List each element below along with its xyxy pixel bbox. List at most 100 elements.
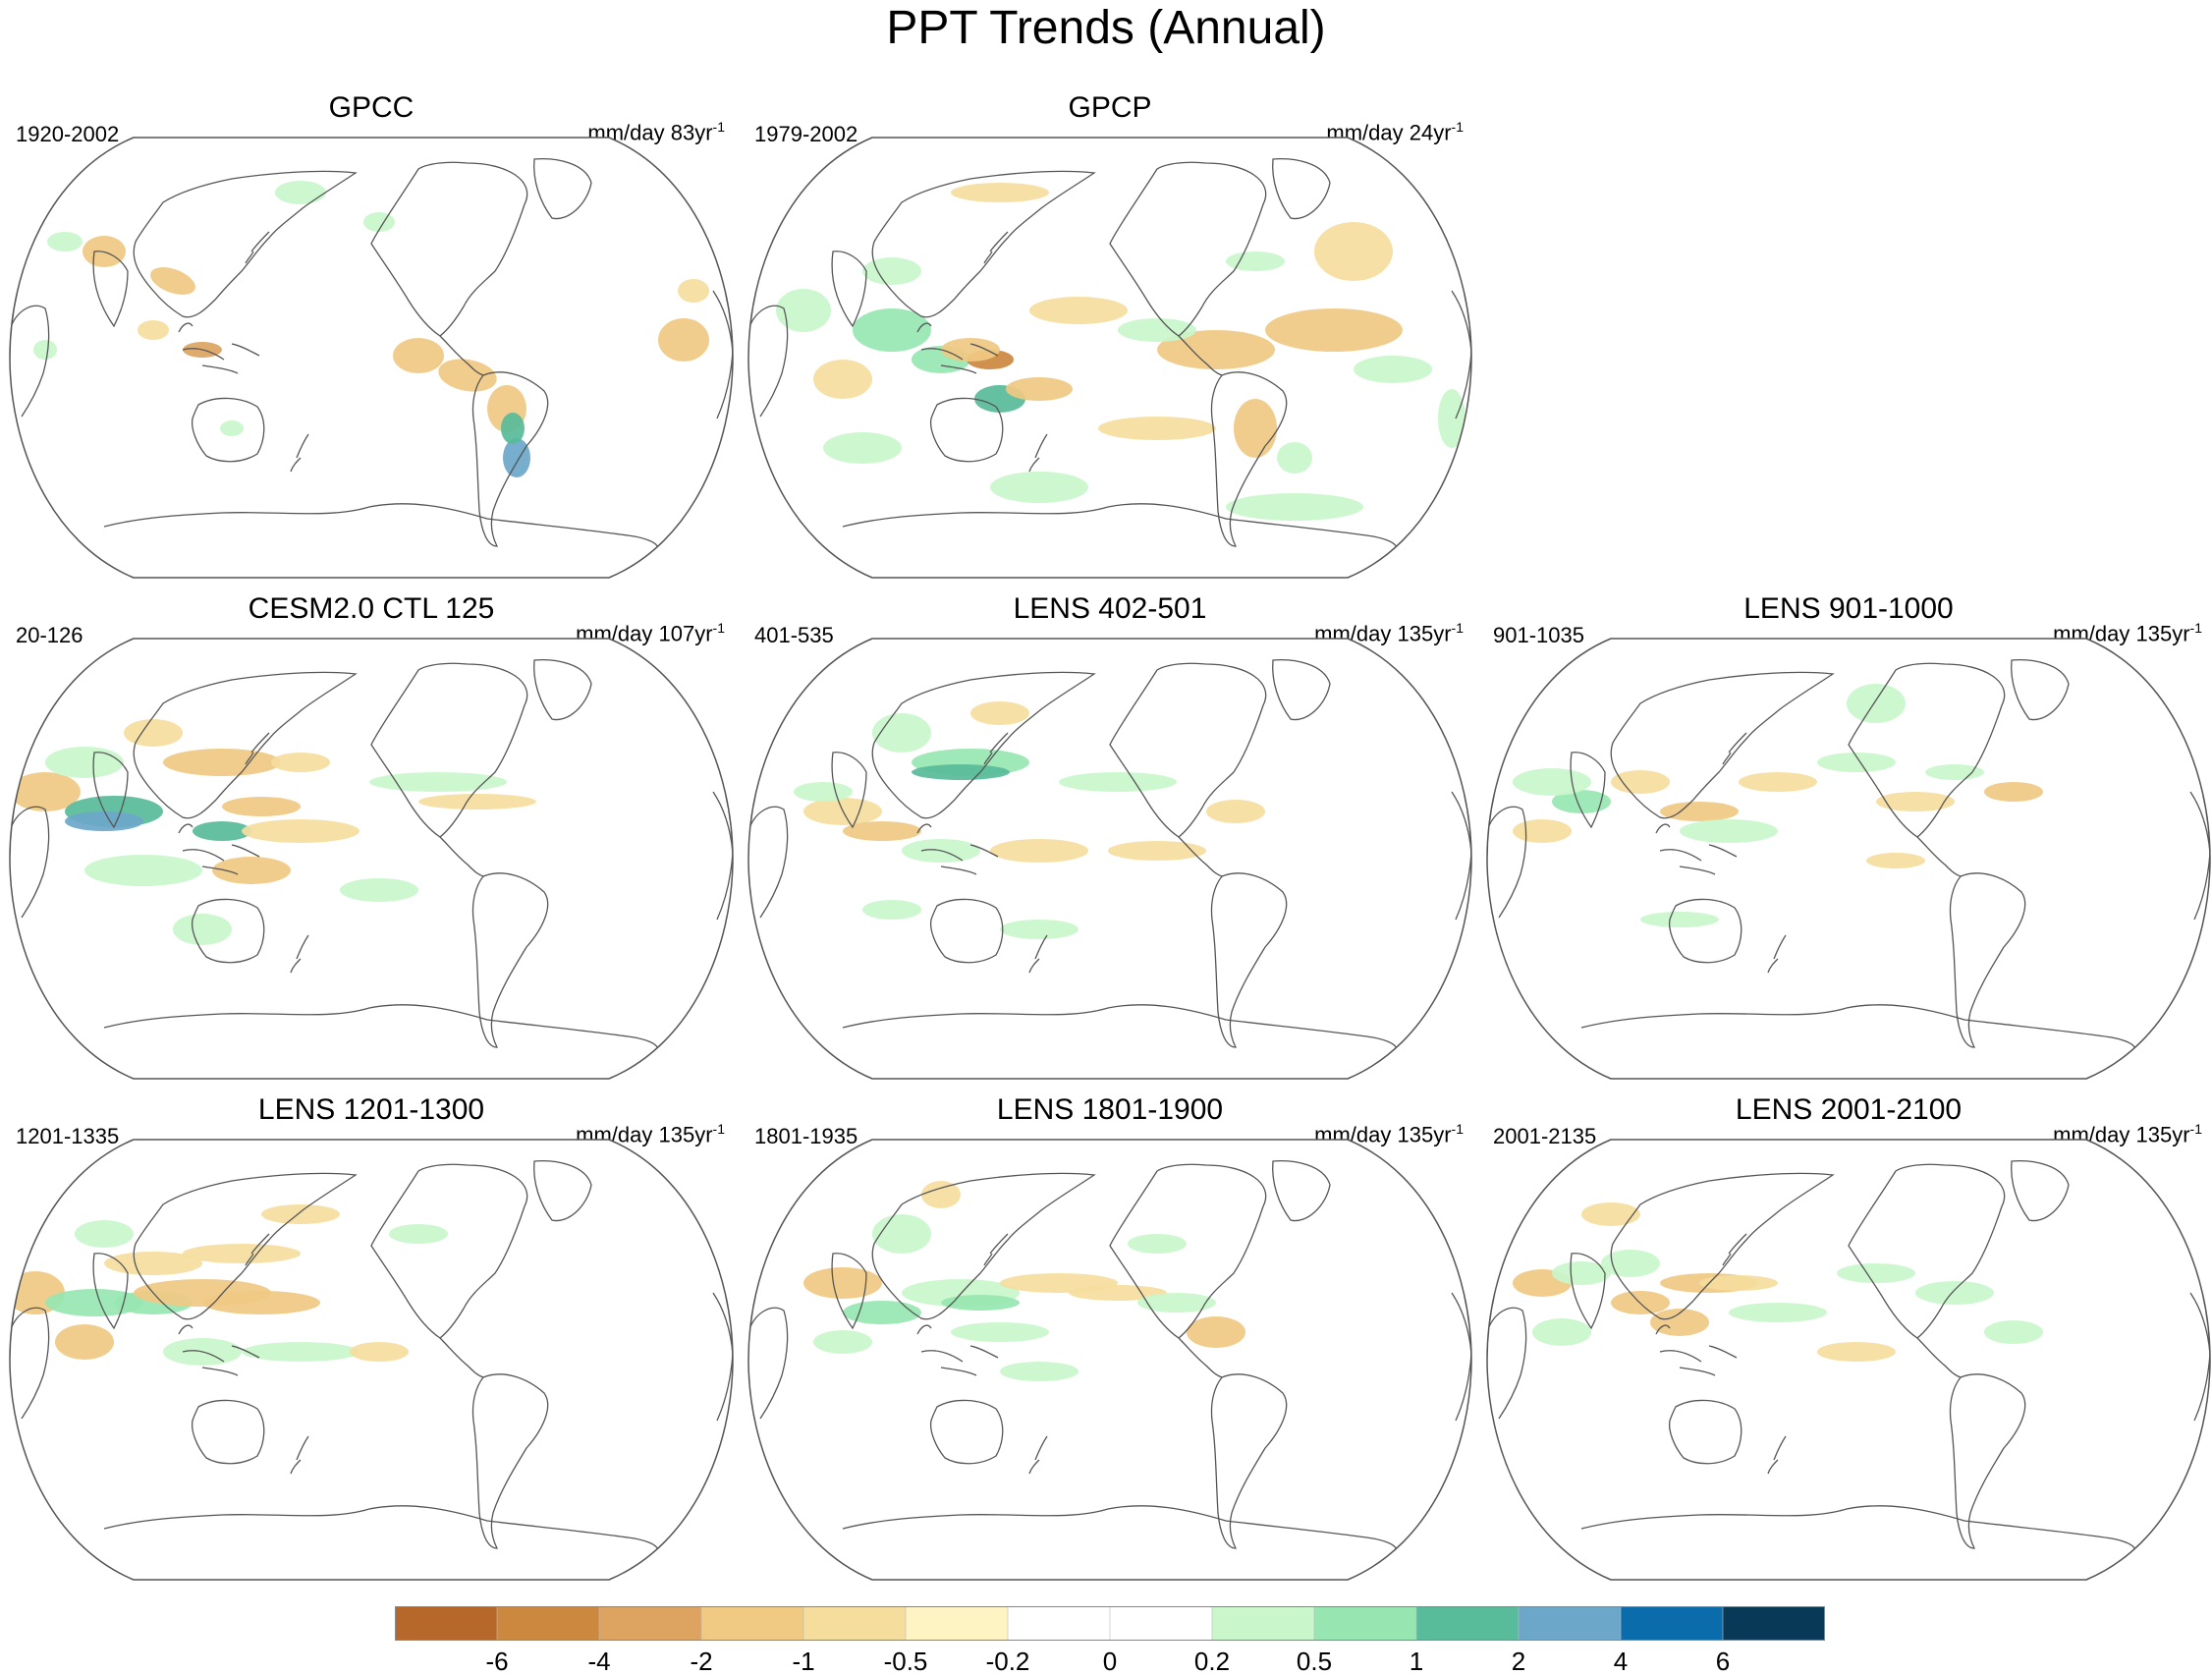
map-background xyxy=(748,138,1471,578)
anomaly-patch xyxy=(843,1301,921,1324)
coastline xyxy=(10,791,733,921)
anomaly-patch xyxy=(1128,1234,1187,1254)
colorbar-swatch xyxy=(802,1606,907,1641)
coastline xyxy=(10,290,733,419)
coastline xyxy=(1580,1505,2136,1559)
coastline xyxy=(10,1292,733,1422)
coastline xyxy=(245,231,270,264)
anomaly-patch xyxy=(138,320,169,340)
anomaly-patch xyxy=(1817,753,1896,772)
panel-period: 2001-2135 xyxy=(1493,1124,1597,1148)
coastline xyxy=(1655,823,1738,875)
anomaly-patch xyxy=(275,181,326,204)
anomaly-field xyxy=(803,1181,1245,1381)
anomaly-patch xyxy=(503,438,530,477)
coastline xyxy=(1610,1172,1835,1320)
coastline xyxy=(1028,1435,1048,1475)
anomaly-patch xyxy=(55,1324,114,1360)
anomaly-field xyxy=(1513,684,2043,927)
anomaly-patch xyxy=(941,338,1000,362)
anomaly-patch xyxy=(45,1289,143,1316)
anomaly-patch xyxy=(1314,222,1393,281)
anomaly-patch xyxy=(862,257,921,285)
coastline xyxy=(842,1505,1398,1559)
colorbar-swatch xyxy=(1313,1606,1417,1641)
anomaly-patch xyxy=(163,749,281,776)
anomaly-patch xyxy=(1118,318,1196,342)
map-panel-lens-1801-1900: LENS 1801-1900 1801-1935 mm/day 135yr-1 xyxy=(745,1092,1475,1584)
anomaly-patch xyxy=(222,797,301,816)
anomaly-patch xyxy=(389,1224,448,1244)
panel-period: 1979-2002 xyxy=(754,122,858,146)
world-map xyxy=(1486,638,2211,1080)
anomaly-field xyxy=(10,1204,448,1366)
world-map xyxy=(9,1139,734,1581)
coastline xyxy=(103,503,659,557)
anomaly-patch xyxy=(242,1342,359,1362)
coastline xyxy=(471,1373,549,1549)
panel-units: mm/day 107yr-1 xyxy=(576,620,725,646)
anomaly-patch xyxy=(1513,819,1572,843)
panel-period: 1801-1935 xyxy=(754,1124,858,1148)
anomaly-patch xyxy=(340,878,418,902)
coastline xyxy=(929,898,1004,964)
anomaly-patch xyxy=(1837,1263,1915,1283)
anomaly-patch xyxy=(1699,1275,1778,1291)
anomaly-patch xyxy=(438,359,497,392)
coastline xyxy=(290,934,309,974)
anomaly-patch xyxy=(1847,684,1906,723)
coastline xyxy=(290,433,309,473)
colorbar-swatch xyxy=(1620,1606,1724,1641)
anomaly-patch xyxy=(1059,772,1177,792)
coastline xyxy=(1487,791,2210,921)
anomaly-patch xyxy=(1098,417,1216,440)
anomaly-patch xyxy=(1006,377,1073,401)
anomaly-patch xyxy=(776,289,831,332)
anomaly-field xyxy=(794,701,1265,939)
coastline xyxy=(871,671,1096,819)
coastline xyxy=(439,335,484,376)
coastline xyxy=(1722,732,1747,765)
panel-title: LENS 2001-2100 xyxy=(1735,1093,1963,1126)
anomaly-patch xyxy=(242,819,359,843)
colorbar-tick-label: 6 xyxy=(1715,1647,1731,1676)
coastline xyxy=(290,1435,309,1475)
anomaly-patch xyxy=(1234,399,1277,458)
map-panel-lens-901-1000: LENS 901-1000 901-1035 mm/day 135yr-1 xyxy=(1483,591,2212,1083)
anomaly-patch xyxy=(1640,912,1719,927)
panel-period: 401-535 xyxy=(754,623,834,647)
anomaly-patch xyxy=(1984,1320,2043,1344)
coastline xyxy=(533,658,592,721)
coastline xyxy=(831,251,867,328)
coastline xyxy=(1109,662,1267,838)
map-background xyxy=(1487,639,2210,1079)
coastline xyxy=(471,872,549,1048)
coastline xyxy=(439,836,484,877)
panel-title: GPCP xyxy=(1068,91,1152,124)
anomaly-patch xyxy=(1601,1250,1660,1277)
colorbar-border xyxy=(395,1606,1825,1641)
coastline xyxy=(1570,1253,1606,1330)
map-frame xyxy=(747,638,1472,1080)
anomaly-patch xyxy=(104,1252,202,1275)
map-frame xyxy=(1486,1139,2211,1581)
anomaly-patch xyxy=(853,308,931,352)
colorbar-tick-label: 4 xyxy=(1613,1647,1629,1676)
colorbar-tick-label: 0 xyxy=(1102,1647,1118,1676)
anomaly-patch xyxy=(1660,802,1739,821)
world-map xyxy=(747,638,1472,1080)
coastline xyxy=(178,1324,260,1376)
map-background xyxy=(10,639,733,1079)
anomaly-patch xyxy=(1984,782,2043,802)
map-panel-gpcc: GPCC 1920-2002 mm/day 83yr-1 xyxy=(6,90,737,582)
colorbar-tick-label: 2 xyxy=(1511,1647,1526,1676)
coastline xyxy=(1178,335,1223,376)
anomaly-patch xyxy=(124,719,183,747)
colorbar-swatch xyxy=(700,1606,804,1641)
coastline xyxy=(1272,658,1331,721)
coastline xyxy=(1722,1233,1747,1266)
coastline xyxy=(1487,1292,2210,1422)
coastline xyxy=(92,251,129,328)
anomaly-patch xyxy=(1157,330,1275,369)
anomaly-patch xyxy=(1581,1202,1640,1226)
